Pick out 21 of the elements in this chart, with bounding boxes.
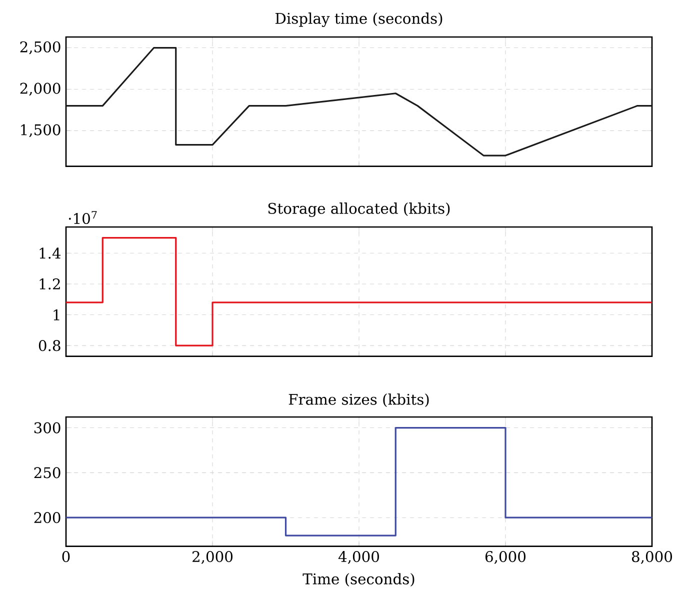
x-tick-label: 8,000 [632, 551, 672, 564]
y-tick-label: 0.8 [38, 340, 60, 352]
y-tick-label: 2,000 [20, 82, 60, 96]
chart-title: Frame sizes (kbits) [288, 394, 429, 407]
y-tick-label: 1.2 [40, 278, 60, 290]
x-tick-label: 4,000 [338, 551, 379, 564]
x-tick-label: 2,000 [192, 551, 232, 564]
y-tick-label: 200 [34, 512, 60, 524]
y-tick-label: 2,500 [20, 41, 60, 54]
y-tick-label: 1 [54, 309, 60, 320]
x-tick-label: 0 [62, 551, 70, 562]
chart-title: Storage allocated (kbits) [268, 202, 450, 217]
y-tick-label: 300 [34, 422, 60, 434]
x-axis-title: Time (seconds) [302, 573, 414, 586]
y-tick-label: 1.4 [40, 248, 61, 259]
line-series [66, 46, 652, 156]
chart-title: Display time (seconds) [275, 12, 442, 27]
text: ·10$^{7}$ [68, 211, 97, 224]
x-tick-label: 6,000 [485, 551, 526, 564]
y-tick-label: 250 [34, 467, 60, 478]
y-tick-label: 1,500 [21, 124, 60, 138]
